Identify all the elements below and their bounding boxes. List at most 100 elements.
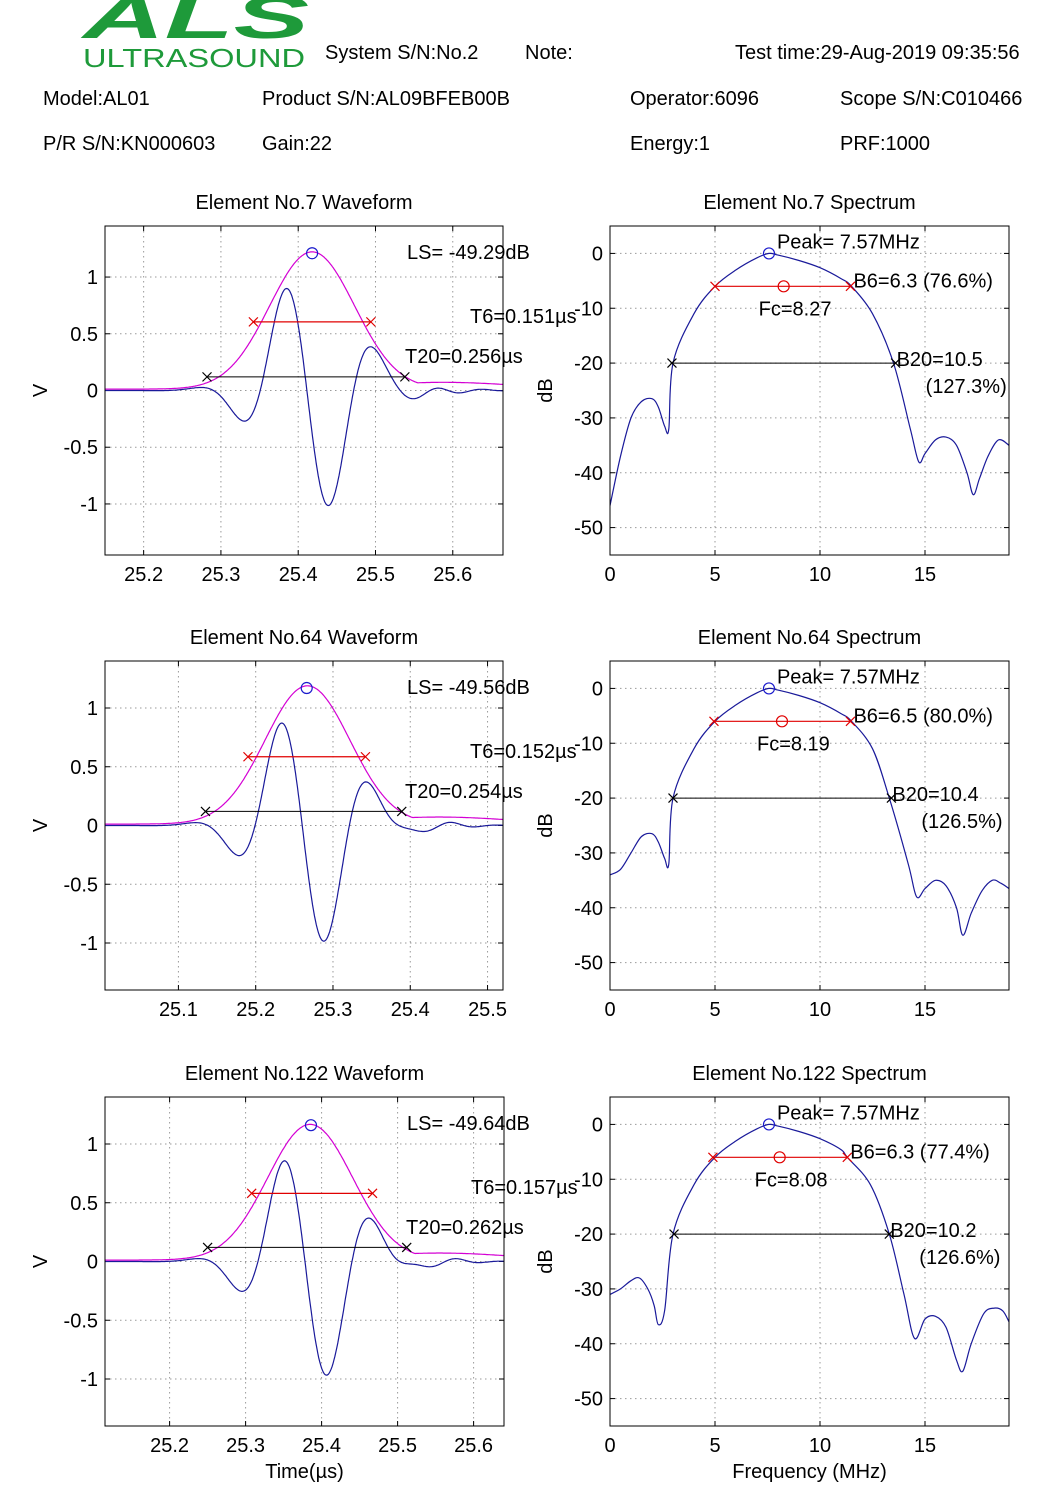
envelope-peak-marker — [300, 681, 313, 695]
model: Model:AL01 — [43, 88, 150, 110]
b20-marker — [884, 1229, 895, 1240]
b6-marker — [707, 1152, 718, 1163]
operator: Operator:6096 — [630, 88, 759, 110]
t20-annotation: T20=0.262µs — [406, 1217, 524, 1239]
plot-frame — [104, 1096, 505, 1427]
y-tick-label: -0.5 — [64, 1310, 98, 1332]
y-tick-label: -20 — [574, 788, 603, 810]
b6-marker — [710, 281, 720, 292]
plot-area — [610, 1118, 1009, 1373]
spectrum-chart-7: Element No.7 Spectrum 0 5 10 15 0 -10 -20 -30 -40… — [535, 192, 1010, 586]
envelope-peak-marker — [304, 1119, 318, 1132]
x-tick-label: 5 — [709, 1435, 720, 1457]
b6-annotation: B6=6.3 (77.4%) — [850, 1141, 990, 1163]
scope-sn: Scope S/N:C010466 — [840, 88, 1023, 110]
b20-marker — [890, 358, 901, 369]
envelope-peak-marker — [306, 247, 319, 260]
y-tick-label: -0.5 — [64, 437, 98, 459]
peak-annotation: Peak= 7.57MHz — [777, 666, 920, 688]
y-tick-label: -30 — [574, 1279, 603, 1301]
x-tick-label: 25.2 — [236, 999, 275, 1021]
y-axis-label: dB — [535, 1249, 557, 1273]
t6-marker — [243, 751, 253, 762]
x-axis-label: Frequency (MHz) — [732, 1461, 886, 1483]
t6-annotation: T6=0.157µs — [471, 1177, 578, 1199]
peak-marker — [762, 1118, 776, 1131]
y-tick-label: 0 — [592, 243, 603, 265]
t6-marker — [248, 316, 259, 327]
x-tick-label: 25.6 — [454, 1435, 493, 1457]
y-axis-label: dB — [535, 378, 557, 402]
spectrum-chart-122: Element No.122 Spectrum 0 5 10 15 0 -10 -20 -30 -… — [535, 1063, 1010, 1483]
y-axis-label: V — [30, 383, 52, 397]
x-tick-label: 25.4 — [279, 564, 318, 586]
fc-marker — [775, 715, 789, 728]
plot-frame — [609, 225, 1010, 556]
chart-title: Element No.64 Spectrum — [698, 627, 921, 649]
y-tick-label: -50 — [574, 518, 603, 540]
x-tick-label: 25.2 — [150, 1435, 189, 1457]
b6-marker — [842, 1152, 853, 1163]
x-tick-label: 5 — [709, 999, 720, 1021]
b6-marker — [845, 281, 856, 292]
y-tick-label: -40 — [574, 1334, 603, 1356]
waveform-line — [105, 287, 503, 507]
gain: Gain:22 — [262, 133, 333, 155]
b6-marker — [709, 716, 719, 727]
spectrum-chart-64: Element No.64 Spectrum 0 5 10 15 0 -10 -20 -30 -4… — [535, 627, 1010, 1021]
b20-percent-annotation: (126.5%) — [921, 811, 1002, 833]
x-tick-label: 15 — [914, 1435, 936, 1457]
x-tick-label: 25.2 — [124, 564, 163, 586]
plot-area — [610, 682, 1009, 936]
b20-percent-annotation: (126.6%) — [919, 1247, 1000, 1269]
plot-area — [105, 1119, 504, 1376]
t20-marker — [202, 371, 212, 382]
x-tick-label: 25.3 — [314, 999, 353, 1021]
y-tick-label: 1 — [87, 698, 98, 720]
x-tick-label: 25.4 — [302, 1435, 341, 1457]
logo-text: ULTRASOUND — [83, 43, 305, 72]
b20-marker — [668, 793, 678, 804]
y-tick-label: 0.5 — [70, 1193, 98, 1215]
b20-marker — [669, 1229, 679, 1240]
y-tick-label: 0.5 — [70, 757, 98, 779]
als-ultrasound-logo: ALS ULTRASOUND — [79, 0, 309, 72]
y-tick-label: 0 — [592, 1114, 603, 1136]
t20-marker — [200, 806, 211, 817]
t6-marker — [365, 316, 376, 327]
y-tick-label: 0.5 — [70, 324, 98, 346]
x-tick-label: 10 — [809, 1435, 831, 1457]
plot-area — [105, 247, 503, 507]
y-tick-label: -0.5 — [64, 874, 98, 896]
t20-marker — [396, 806, 407, 817]
x-tick-label: 10 — [809, 999, 831, 1021]
product-sn: Product S/N:AL09BFEB00B — [262, 88, 510, 110]
y-tick-label: -1 — [80, 933, 98, 955]
x-tick-label: 25.5 — [468, 999, 507, 1021]
energy: Energy:1 — [630, 133, 711, 155]
y-tick-label: 0 — [87, 381, 98, 403]
chart-title: Element No.122 Spectrum — [692, 1063, 927, 1085]
t6-marker — [367, 1188, 378, 1199]
y-tick-label: -40 — [574, 898, 603, 920]
y-tick-label: -1 — [80, 1369, 98, 1391]
fc-marker — [773, 1151, 786, 1164]
y-tick-label: -20 — [574, 353, 603, 375]
y-tick-label: 1 — [87, 267, 98, 289]
y-tick-label: -1 — [80, 494, 98, 516]
waveform-chart-122: Element No.122 Waveform 25.2 25.3 25.4 25.5 2… — [30, 1063, 578, 1483]
y-tick-label: -50 — [574, 1389, 603, 1411]
ls-annotation: LS= -49.64dB — [407, 1113, 530, 1135]
waveform-line — [105, 1160, 504, 1376]
note-label: Note: — [525, 42, 573, 64]
peak-annotation: Peak= 7.57MHz — [777, 231, 920, 253]
y-tick-label: 1 — [87, 1134, 98, 1156]
waveform-line — [105, 722, 503, 942]
x-tick-label: 25.5 — [356, 564, 395, 586]
y-tick-label: -20 — [574, 1224, 603, 1246]
fc-annotation: Fc=8.08 — [755, 1169, 828, 1191]
b20-annotation: B20=10.5 — [897, 349, 983, 371]
t6-annotation: T6=0.152µs — [470, 741, 577, 763]
b20-marker — [886, 793, 897, 804]
